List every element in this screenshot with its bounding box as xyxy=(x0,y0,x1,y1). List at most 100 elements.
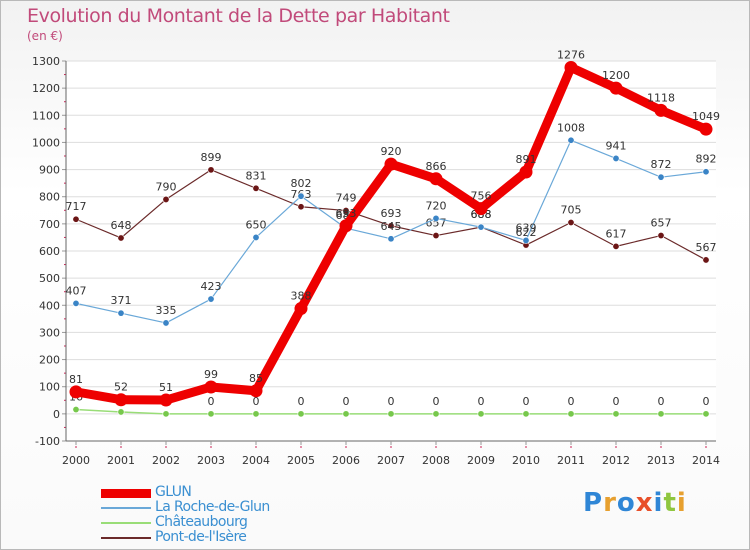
y-tick-label: 300 xyxy=(39,326,60,339)
legend-swatch xyxy=(101,488,151,498)
x-tick-label: 2009 xyxy=(467,454,495,467)
legend-label: Châteaubourg xyxy=(155,514,248,530)
data-label: 717 xyxy=(66,200,87,213)
data-label: 866 xyxy=(426,160,447,173)
data-point xyxy=(117,234,125,242)
data-label: 1049 xyxy=(692,110,720,123)
data-label: 749 xyxy=(336,192,357,205)
y-tick-label: 900 xyxy=(39,164,60,177)
data-point xyxy=(117,309,125,317)
data-label: 650 xyxy=(246,218,267,231)
brand-letter: x xyxy=(635,488,654,518)
brand-letter: i xyxy=(653,488,664,518)
data-label: 371 xyxy=(111,294,132,307)
x-tick-label: 2007 xyxy=(377,454,405,467)
y-tick-label: 1300 xyxy=(32,55,60,68)
data-point xyxy=(114,393,128,407)
legend-swatch xyxy=(101,522,151,524)
data-label: 645 xyxy=(381,220,402,233)
data-point xyxy=(654,103,668,117)
data-point xyxy=(612,242,620,250)
legend-swatch xyxy=(101,537,151,539)
y-tick-label: 200 xyxy=(39,354,60,367)
data-point xyxy=(207,410,215,418)
y-tick-label: 700 xyxy=(39,218,60,231)
data-point xyxy=(699,122,713,136)
data-label: 0 xyxy=(343,395,350,408)
data-point xyxy=(252,184,260,192)
data-label: 1118 xyxy=(647,91,675,104)
data-point xyxy=(567,410,575,418)
data-label: 0 xyxy=(253,395,260,408)
data-label: 0 xyxy=(433,395,440,408)
brand-letter: r xyxy=(603,488,617,518)
y-tick-label: 1000 xyxy=(32,136,60,149)
y-tick-label: 1200 xyxy=(32,82,60,95)
brand-letter: o xyxy=(616,488,636,518)
line-chart: -100010020030040050060070080090010001100… xyxy=(32,49,720,467)
data-label: 51 xyxy=(159,381,173,394)
data-label: 335 xyxy=(156,304,177,317)
x-tick-label: 2001 xyxy=(107,454,135,467)
data-label: 920 xyxy=(381,145,402,158)
data-label: 0 xyxy=(523,395,530,408)
data-point xyxy=(609,81,623,95)
data-point xyxy=(702,410,710,418)
x-tick-label: 2000 xyxy=(62,454,90,467)
x-tick-label: 2006 xyxy=(332,454,360,467)
legend-swatch xyxy=(101,507,151,509)
data-label: 648 xyxy=(111,219,132,232)
data-label: 693 xyxy=(381,207,402,220)
data-point xyxy=(159,393,173,407)
data-label: 81 xyxy=(69,373,83,386)
y-tick-label: 0 xyxy=(53,408,60,421)
data-label: 0 xyxy=(613,395,620,408)
data-point xyxy=(387,410,395,418)
data-point xyxy=(162,319,170,327)
data-label: 52 xyxy=(114,381,128,394)
data-point xyxy=(342,410,350,418)
data-point xyxy=(432,232,440,240)
data-point xyxy=(387,235,395,243)
x-tick-label: 2010 xyxy=(512,454,540,467)
data-label: 0 xyxy=(388,395,395,408)
y-tick-label: 500 xyxy=(39,272,60,285)
data-label: 891 xyxy=(516,153,537,166)
x-tick-label: 2008 xyxy=(422,454,450,467)
data-point xyxy=(207,295,215,303)
data-point xyxy=(519,165,533,179)
data-point xyxy=(384,157,398,171)
data-label: 892 xyxy=(696,153,717,166)
data-label: 802 xyxy=(291,177,312,190)
y-tick-label: -100 xyxy=(35,435,60,448)
data-point xyxy=(522,236,530,244)
data-point xyxy=(657,173,665,181)
x-tick-label: 2005 xyxy=(287,454,315,467)
data-label: 639 xyxy=(516,221,537,234)
data-label: 99 xyxy=(204,368,218,381)
data-label: 831 xyxy=(246,169,267,182)
data-label: 0 xyxy=(478,395,485,408)
data-label: 720 xyxy=(426,199,447,212)
data-point xyxy=(567,136,575,144)
data-point xyxy=(207,166,215,174)
data-point xyxy=(72,406,80,414)
data-point xyxy=(249,384,263,398)
data-point xyxy=(477,223,485,231)
chart-title: Evolution du Montant de la Dette par Hab… xyxy=(27,5,450,27)
data-label: 85 xyxy=(249,372,263,385)
data-point xyxy=(657,410,665,418)
data-point xyxy=(297,192,305,200)
data-label: 872 xyxy=(651,158,672,171)
data-point xyxy=(567,219,575,227)
data-point xyxy=(657,232,665,240)
data-point xyxy=(387,222,395,230)
x-tick-label: 2004 xyxy=(242,454,270,467)
y-tick-label: 600 xyxy=(39,245,60,258)
data-point xyxy=(429,172,443,186)
data-label: 617 xyxy=(606,227,627,240)
unit-label: (en €) xyxy=(27,29,63,43)
data-label: 756 xyxy=(471,190,492,203)
y-tick-label: 1100 xyxy=(32,109,60,122)
